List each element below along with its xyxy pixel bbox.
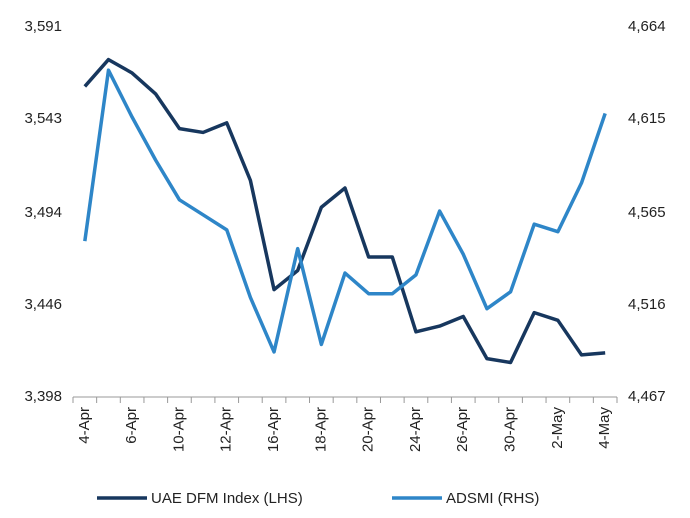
legend-label: UAE DFM Index (LHS) [151, 490, 303, 507]
x-tick-label: 26-Apr [454, 407, 471, 452]
y-tick-label: 3,446 [24, 296, 62, 313]
x-tick-label: 2-May [549, 407, 566, 449]
legend-label: ADSMI (RHS) [446, 490, 539, 507]
y2-tick-label: 4,467 [628, 388, 666, 405]
x-tick-label: 16-Apr [265, 407, 282, 452]
y-tick-label: 3,398 [24, 388, 62, 405]
y-tick-label: 3,591 [24, 18, 62, 35]
x-tick-label: 6-Apr [123, 407, 140, 444]
series-line [83, 57, 606, 365]
x-tick-label: 30-Apr [502, 407, 519, 452]
x-tick-label: 10-Apr [170, 407, 187, 452]
x-tick-label: 4-Apr [76, 407, 93, 444]
x-tick-label: 24-Apr [407, 407, 424, 452]
y2-tick-label: 4,664 [628, 18, 666, 35]
x-tick-label: 4-May [596, 407, 613, 449]
x-tick-label: 20-Apr [360, 407, 377, 452]
y2-tick-label: 4,615 [628, 110, 666, 127]
x-tick-label: 18-Apr [312, 407, 329, 452]
y-tick-label: 3,494 [24, 204, 62, 221]
y-tick-label: 3,543 [24, 110, 62, 127]
y2-tick-label: 4,565 [628, 204, 666, 221]
y2-tick-label: 4,516 [628, 296, 666, 313]
series-line [83, 68, 607, 354]
x-tick-label: 12-Apr [218, 407, 235, 452]
